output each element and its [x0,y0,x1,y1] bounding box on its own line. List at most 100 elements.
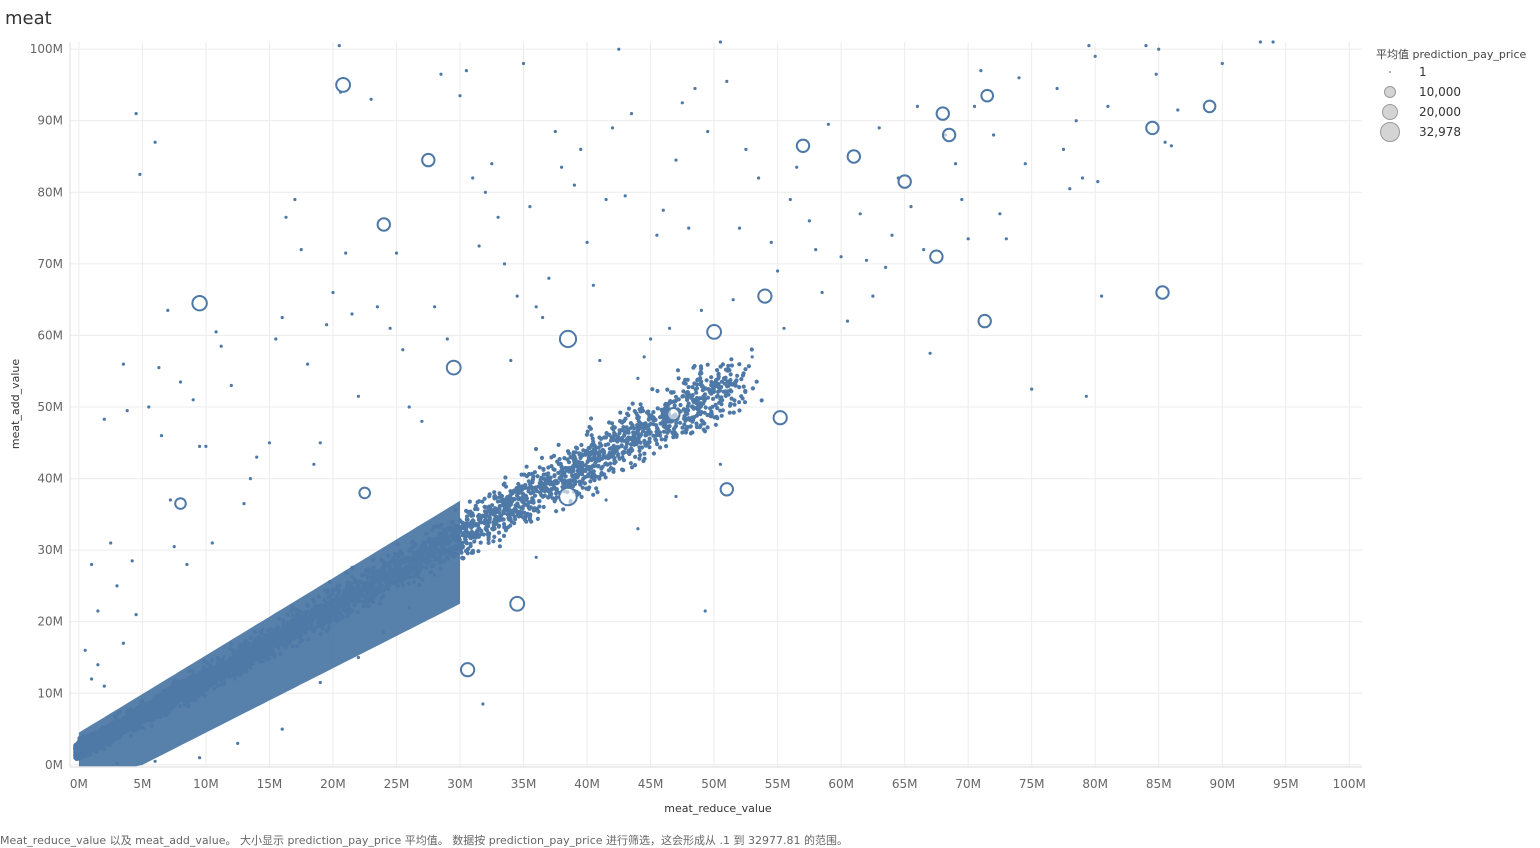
cluster-point [557,457,562,462]
cluster-point [716,372,721,377]
cluster-point [702,398,707,403]
cluster-point [732,402,737,407]
cluster-point [737,400,742,405]
cluster-point [743,367,748,372]
cluster-point [654,438,659,443]
cluster-point [740,373,746,378]
cluster-point [561,507,566,512]
cluster-point [492,494,497,499]
cluster-point [754,379,759,384]
cluster-point [585,429,590,434]
cluster-point [622,418,627,423]
cluster-point [499,517,505,522]
cluster-point [471,519,476,524]
cluster-point [621,449,626,454]
cluster-point [588,479,593,484]
cluster-point [651,451,657,456]
cluster-point [622,429,627,434]
cluster-point [663,407,668,412]
cluster-point [521,500,526,505]
cluster-point [593,457,598,462]
cluster-point [659,437,664,442]
cluster-point [719,413,724,418]
cluster-point [495,499,500,504]
cluster-point [541,466,546,472]
cluster-point [633,454,638,459]
cluster-point [642,456,647,461]
cluster-point [516,496,521,501]
sheet-title: meat [5,8,52,29]
cluster-point [459,550,464,555]
cluster-point [629,465,635,470]
cluster-point [675,368,681,373]
cluster-point [505,525,510,530]
cluster-point [460,532,465,537]
cluster-point [681,380,686,386]
cluster-point [743,388,748,394]
cluster-point [588,426,594,431]
cluster-point [626,406,632,411]
cluster-point [615,434,621,439]
cluster-point [497,495,502,500]
cluster-point [590,471,595,476]
cluster-point [625,411,630,416]
cluster-point [556,442,561,447]
cluster-point [477,499,482,504]
cluster-point [709,375,714,380]
cluster-point [664,444,669,449]
cluster-point [682,422,687,427]
cluster-point [711,396,716,401]
cluster-point [496,530,502,535]
cluster-point [486,540,491,546]
cluster-point [694,395,700,401]
cluster-point [615,453,621,458]
cluster-point [555,480,560,485]
cluster-point [540,488,545,493]
cluster-point [576,459,581,465]
cluster-point [728,372,733,377]
cluster-point [729,357,734,362]
cluster-point [501,533,507,539]
cluster-point [638,453,643,458]
cluster-point [579,442,584,448]
cluster-point [615,444,620,449]
cluster-point [727,410,732,415]
cluster-point [694,401,699,406]
cluster-point [630,438,635,443]
cluster-point [661,419,666,424]
cluster-point [672,399,677,404]
cluster-point [618,419,623,424]
cluster-point [684,408,689,414]
cluster-point [704,378,709,383]
cluster-point [562,456,567,461]
cluster-point [728,388,733,393]
cluster-point [690,430,695,435]
cluster-point [572,482,578,487]
cluster-point [698,364,704,369]
cluster-point [530,476,536,481]
cluster-point [716,376,721,381]
cluster-point [573,450,578,455]
cluster-point [692,363,697,369]
cluster-point [524,464,529,469]
cluster-point [715,368,720,373]
cluster-point [502,481,507,486]
cluster-point [637,456,642,461]
cluster-point [491,539,496,544]
cluster-point [613,459,618,464]
cluster-point [572,460,577,465]
cluster-point [592,463,597,469]
cluster-point [713,402,718,407]
cluster-point [603,475,608,480]
cluster-point [517,490,523,495]
cluster-point [497,507,502,512]
cluster-point [492,534,497,540]
cluster-point [672,430,677,435]
cluster-point [651,416,657,421]
cluster-point [535,516,541,522]
cluster-point [607,450,612,456]
cluster-point [636,419,641,424]
cluster-point [642,451,647,456]
cluster-point [705,395,711,400]
